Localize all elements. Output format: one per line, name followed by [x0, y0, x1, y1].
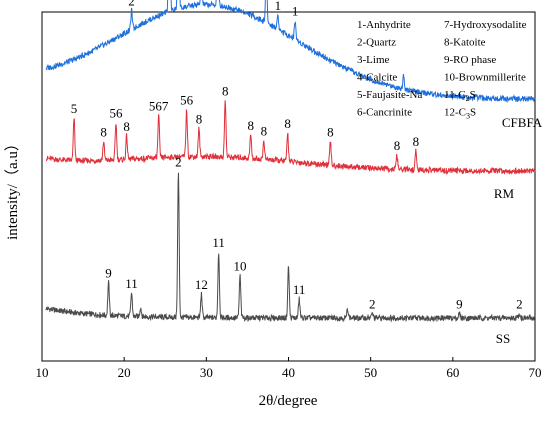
series-line-cfbfa	[45, 0, 536, 104]
legend-entry: 11-C2S	[444, 89, 476, 103]
peak-label: 56	[180, 93, 194, 108]
peak-label-layer: 9112121110112925856856756888888882124131…	[71, 0, 523, 311]
peak-label: 8	[196, 111, 203, 126]
peak-label: 567	[149, 98, 169, 113]
peak-label: 8	[261, 123, 268, 138]
peak-label: 2	[128, 0, 135, 8]
x-tick-label: 10	[36, 365, 49, 380]
peak-label: 10	[234, 259, 247, 274]
x-tick-layer: 10 20 30 40 50 60 70	[36, 357, 542, 380]
peak-label: 8	[394, 138, 401, 153]
series-label-ss: SS	[496, 331, 510, 346]
legend-entry: 5-Faujasite-Na	[357, 89, 422, 101]
y-axis-label: intensity/（a.u）	[4, 136, 21, 240]
sample-label-layer: SS RM CFBFA	[494, 115, 543, 346]
series-label-rm: RM	[494, 186, 515, 201]
peak-label: 12	[195, 277, 208, 292]
legend: 1-Anhydrite 7-Hydroxysodalite 2-Quartz 8-Ka…	[357, 19, 527, 121]
legend-entry: 4-Calcite	[357, 72, 397, 84]
legend-entry: 2-Quartz	[357, 37, 396, 49]
x-tick-label: 40	[282, 365, 295, 380]
peak-label: 2	[516, 296, 523, 311]
peak-label: 1	[275, 0, 282, 13]
x-tick-label: 60	[446, 365, 459, 380]
peak-label: 8	[247, 118, 254, 133]
peak-label: 5	[71, 101, 78, 116]
peak-label: 8	[222, 84, 229, 99]
peak-label: 9	[105, 265, 112, 280]
legend-entry: 6-Cancrinite	[357, 107, 412, 119]
peak-label: 8	[123, 119, 130, 134]
legend-entry: 7-Hydroxysodalite	[444, 19, 527, 31]
peak-label: 2	[175, 155, 182, 170]
series-line-rm	[45, 100, 536, 176]
series-line-ss	[45, 172, 536, 323]
peak-label: 8	[327, 125, 334, 140]
peak-label: 11	[125, 276, 138, 291]
series-label-cfbfa: CFBFA	[502, 115, 543, 130]
peak-label: 1	[292, 4, 299, 19]
legend-entry: 3-Lime	[357, 54, 389, 66]
legend-entry: 12-C3S	[444, 107, 476, 121]
peak-label: 11	[293, 282, 306, 297]
legend-entry: 8-Katoite	[444, 37, 486, 49]
peak-label: 11	[212, 235, 225, 250]
legend-entry: 10-Brownmillerite	[444, 72, 526, 84]
peak-label: 9	[456, 296, 463, 311]
peak-label: 2	[369, 296, 376, 311]
peak-label: 8	[100, 125, 107, 140]
x-tick-label: 20	[118, 365, 131, 380]
x-axis-label: 2θ/degree	[259, 393, 318, 409]
legend-entry: 1-Anhydrite	[357, 19, 411, 31]
series-layer	[45, 0, 536, 323]
x-tick-label: 50	[364, 365, 377, 380]
x-tick-label: 70	[529, 365, 542, 380]
peak-label: 8	[413, 134, 420, 149]
x-tick-label: 30	[200, 365, 213, 380]
peak-label: 56	[109, 105, 123, 120]
peak-label: 8	[284, 116, 291, 131]
legend-entry: 9-RO phase	[444, 54, 496, 66]
